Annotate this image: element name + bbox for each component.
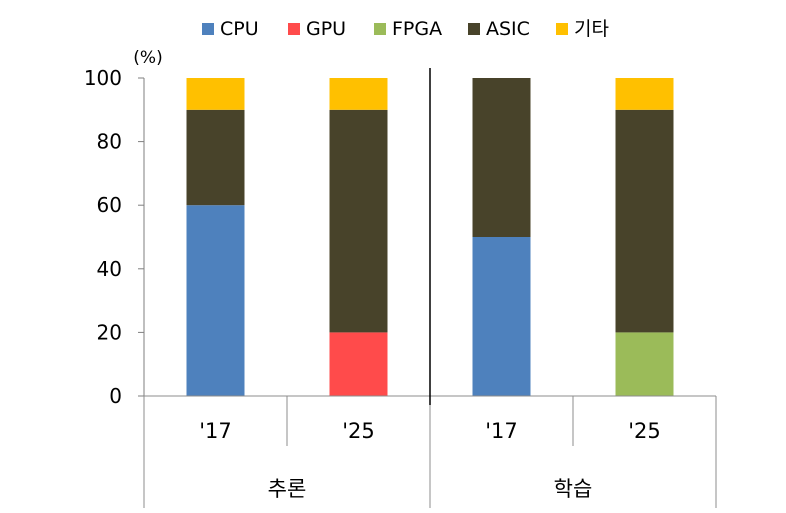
bar-segment-CPU-3 xyxy=(472,237,531,396)
legend-swatch-FPGA xyxy=(374,23,386,35)
legend-label: ASIC xyxy=(486,18,530,40)
x-category-label: '25 xyxy=(628,419,661,443)
y-axis-unit-label: (%) xyxy=(133,48,162,68)
x-group-label: 학습 xyxy=(554,477,593,501)
bars xyxy=(186,78,674,396)
legend-label: CPU xyxy=(220,18,259,40)
bar-segment-ASIC-3 xyxy=(472,78,531,237)
bar-segment-기타-1 xyxy=(186,78,245,110)
y-axis: 0 20 40 60 80 100 xyxy=(84,66,145,408)
legend: CPU GPU FPGA ASIC 기타 xyxy=(202,18,609,40)
legend-swatch-CPU xyxy=(202,23,214,35)
bar-segment-CPU-1 xyxy=(186,205,245,396)
legend-label: GPU xyxy=(306,18,346,40)
legend-swatch-기타 xyxy=(556,23,568,35)
y-tick-label: 80 xyxy=(97,130,122,154)
legend-label: FPGA xyxy=(392,18,442,40)
y-tick-label: 60 xyxy=(97,193,122,217)
y-tick-label: 40 xyxy=(97,257,122,281)
bar-segment-ASIC-1 xyxy=(186,109,245,206)
x-group-label: 추론 xyxy=(268,477,307,501)
legend-swatch-ASIC xyxy=(468,23,480,35)
bar-segment-GPU-2 xyxy=(329,332,388,396)
y-tick-label: 0 xyxy=(109,384,122,408)
bar-segment-FPGA-4 xyxy=(615,332,674,396)
bar-segment-기타-4 xyxy=(615,78,674,110)
x-category-label: '17 xyxy=(199,419,232,443)
bar-segment-ASIC-4 xyxy=(615,109,674,333)
bar-segment-ASIC-2 xyxy=(329,109,388,333)
x-axis: '17 '25 '17 '25 추론 학습 xyxy=(143,68,717,508)
bar-segment-기타-2 xyxy=(329,78,388,110)
legend-label: 기타 xyxy=(574,18,609,40)
x-category-label: '17 xyxy=(485,419,518,443)
y-tick-label: 100 xyxy=(84,66,122,90)
legend-swatch-GPU xyxy=(288,23,300,35)
x-category-label: '25 xyxy=(342,419,375,443)
y-tick-label: 20 xyxy=(97,320,122,344)
